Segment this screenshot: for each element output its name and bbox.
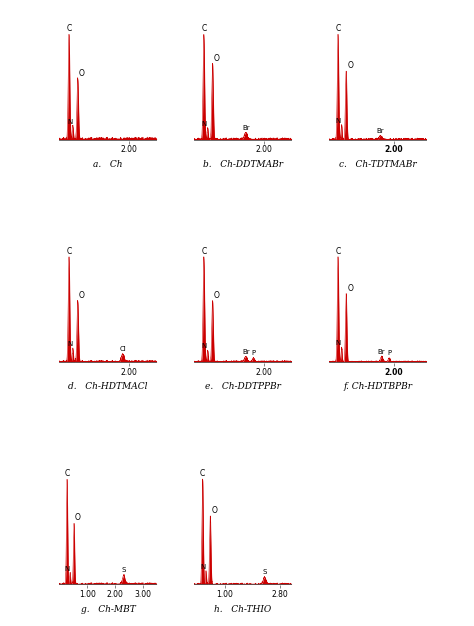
Text: P: P [251,350,255,356]
Text: Br: Br [378,349,385,355]
Text: C: C [66,247,72,256]
Text: O: O [75,513,81,523]
Text: O: O [79,291,85,300]
Text: S: S [263,570,267,575]
X-axis label: e.   Ch-DDTPPBr: e. Ch-DDTPPBr [205,382,281,391]
Text: N: N [200,563,205,570]
Text: N: N [67,119,72,125]
Text: C: C [201,24,207,33]
Text: Cl: Cl [119,346,126,352]
Text: N: N [67,341,72,347]
Text: N: N [336,340,341,346]
Text: C: C [66,24,72,33]
X-axis label: h.   Ch-THIO: h. Ch-THIO [214,605,272,614]
Text: C: C [64,470,70,478]
Text: C: C [200,470,205,478]
Text: N: N [64,566,70,572]
Text: C: C [336,247,341,256]
Text: C: C [201,247,207,256]
Text: S: S [121,567,126,573]
Text: N: N [202,121,207,127]
X-axis label: c.   Ch-TDTMABr: c. Ch-TDTMABr [339,160,417,169]
Text: Br: Br [376,128,384,134]
X-axis label: g.   Ch-MBT: g. Ch-MBT [81,605,136,614]
Text: O: O [347,61,353,70]
Text: Br: Br [242,125,249,131]
Text: O: O [79,69,85,78]
Text: O: O [214,54,219,63]
Text: N: N [202,343,207,349]
X-axis label: b.   Ch-DDTMABr: b. Ch-DDTMABr [203,160,283,169]
Text: O: O [211,506,217,515]
Text: N: N [336,118,341,124]
Text: Br: Br [242,349,249,354]
Text: O: O [214,291,219,300]
X-axis label: d.   Ch-HDTMACl: d. Ch-HDTMACl [68,382,148,391]
Text: P: P [387,350,391,356]
X-axis label: a.   Ch: a. Ch [93,160,123,169]
Text: O: O [347,284,353,293]
X-axis label: f. Ch-HDTBPBr: f. Ch-HDTBPBr [343,382,412,391]
Text: C: C [336,24,341,33]
